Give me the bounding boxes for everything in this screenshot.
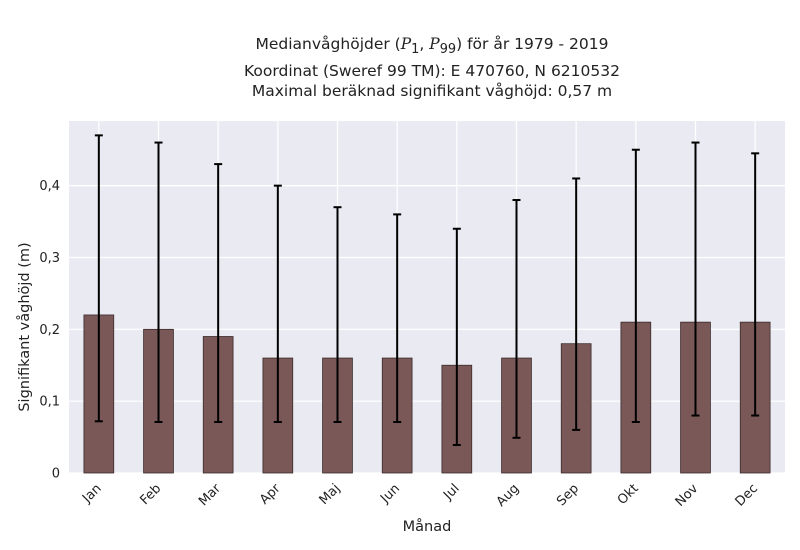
y-tick-label: 0,2 [39,323,60,338]
chart-title: Medianvåghöjder (P1, P99) för år 1979 - … [0,34,800,102]
y-axis-label: Signifikant våghöjd (m) [16,242,33,411]
error-bars [94,134,760,446]
x-tick-label: Jul [440,481,462,503]
x-tick-label: Maj [317,481,344,508]
y-tick-label: 0,1 [39,395,60,410]
y-tick-labels: 0 0,1 0,2 0,3 0,4 [39,179,60,481]
plot-area [69,121,785,473]
x-tick-label: Aug [494,481,523,510]
x-axis-label: Månad [403,518,452,535]
x-tick-label: Jan [79,481,104,506]
x-tick-label: Sep [554,481,582,509]
x-tick-labels: Jan Feb Mar Apr Maj Jun Jul Aug Sep Okt Nov Dec [79,481,761,510]
x-tick-label: Nov [673,481,702,510]
x-tick-label: Jun [377,481,403,507]
y-tick-label: 0,3 [39,251,60,266]
y-tick-label: 0,4 [39,179,60,194]
title-line-2: Koordinat (Sweref 99 TM): E 470760, N 62… [244,61,620,80]
y-tick-label: 0 [52,467,60,482]
x-tick-label: Feb [137,481,164,508]
x-tick-label: Dec [733,481,761,509]
title-line-3: Maximal beräknad signifikant våghöjd: 0,… [251,82,613,101]
title-line-1: Medianvåghöjder (P1, P99) för år 1979 - … [255,35,609,58]
x-tick-label: Okt [615,481,642,508]
x-tick-label: Apr [257,481,284,508]
x-tick-label: Mar [196,481,224,509]
